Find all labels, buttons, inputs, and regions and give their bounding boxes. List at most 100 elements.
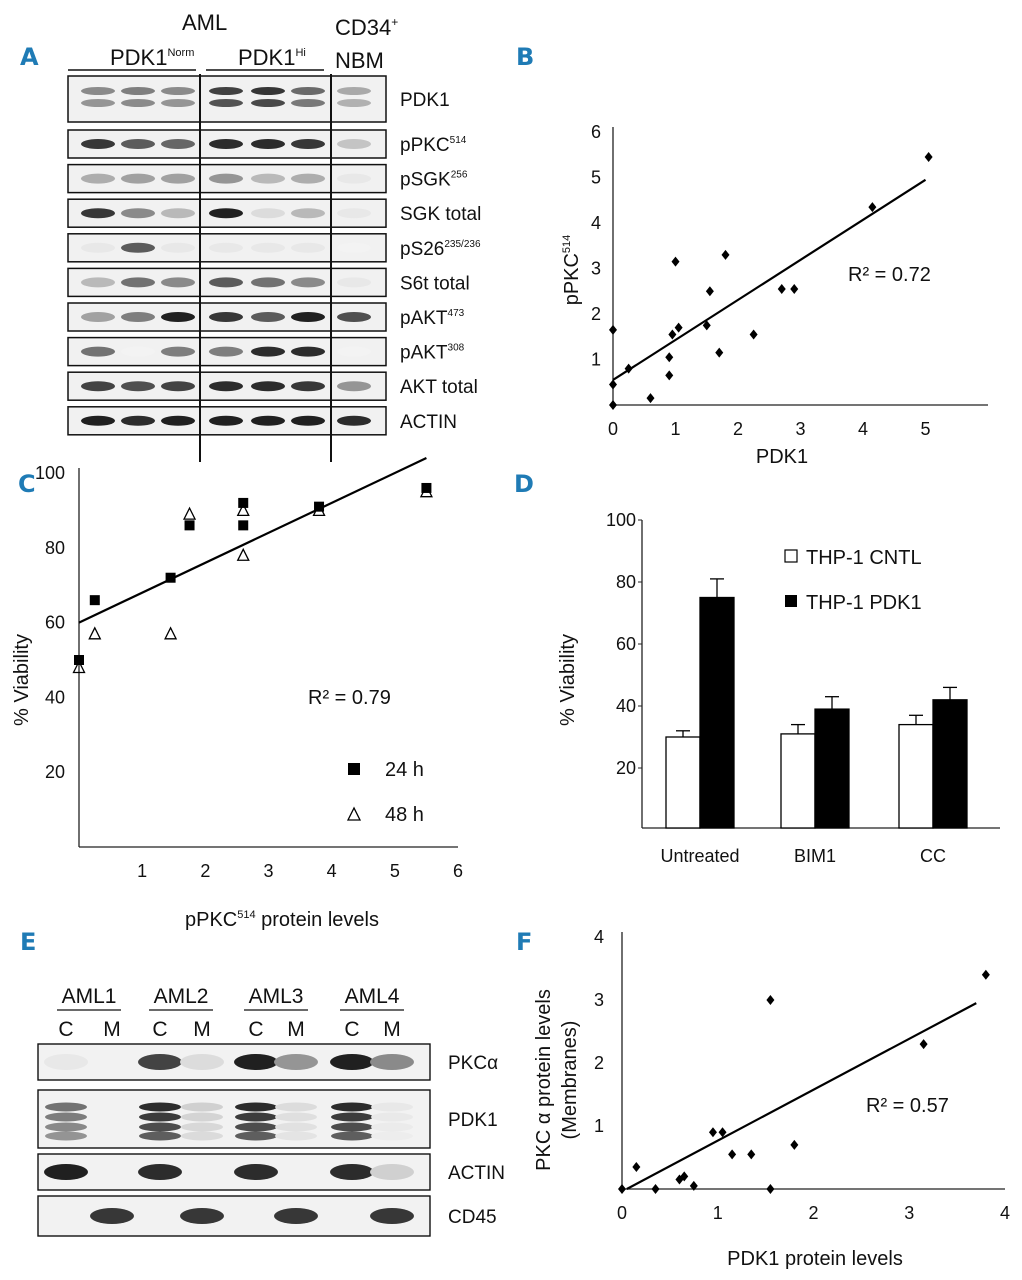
panel-e-western-blot: AML1 C M AML2 C M AML3 C M AML4 C M PKCα PDK1 ACTIN CD… [37,985,505,1237]
data-point [766,995,775,1005]
legend-pdk1-swatch [785,595,797,607]
data-point [646,393,655,404]
band-label-sup: 308 [448,343,465,354]
blot-band [234,1164,278,1180]
blot-band [121,312,155,322]
data-point-48h [88,626,102,640]
chart-f-marks [618,969,990,1194]
blot-band [251,415,285,426]
blot-e-headers: AML1 C M AML2 C M AML3 C M AML4 C M [57,985,404,1041]
blot-band [291,139,325,149]
y-tick-label: 6 [591,122,601,142]
blot-band [121,346,155,357]
x-tick-label: 5 [390,861,400,881]
blot-band [121,415,155,426]
blot-band [81,242,115,253]
blot-band [121,277,155,288]
data-point [689,1180,698,1191]
data-point [671,256,680,267]
chart-c-r2-annotation: R² = 0.79 [308,687,391,709]
blot-band [331,1122,373,1132]
data-point-24h [74,655,84,665]
blot-band [45,1122,87,1132]
blot-e-sample-label: AML4 [345,985,400,1008]
x-tick-label: 0 [617,1203,627,1223]
chart-b-y-label: pPKC514 [561,235,583,306]
blot-e-fraction-label: M [383,1018,401,1041]
x-tick-label: 4 [858,419,868,439]
blot-band [251,277,285,288]
band-label-name: pPKC [400,135,450,156]
panel-a-western-blot: AML PDK1Norm PDK1Hi CD34+ NBM PDK1 pPKC51… [67,10,481,462]
chart-f-pkca-vs-pdk1: 0 1 2 3 4 1 2 3 4 PDK1 protein levels PKC α prot… [533,927,1010,1270]
blot-e-band-label: PDK1 [448,1110,498,1131]
blot-e-fraction-label: M [287,1018,305,1041]
y-tick-label: 4 [594,927,604,947]
blot-band [331,1131,373,1141]
band-pdk1-upper [251,87,285,95]
blot-e-band-label: PKCα [448,1053,498,1074]
panel-letter-c: C [18,470,36,498]
blot-band [181,1131,223,1141]
band-pdk1-lower [337,99,371,107]
blot-band [275,1131,317,1141]
data-point [708,1127,717,1138]
y-tick-label: 40 [45,687,65,707]
blot-e-fraction-label: C [344,1018,359,1041]
data-point [728,1149,737,1160]
blot-band [180,1208,224,1224]
blot-band [251,242,285,253]
blot-e-fraction-label: M [103,1018,121,1041]
blot-band [275,1122,317,1132]
data-point [624,363,633,374]
chart-c-y-label: % Viability [11,634,33,726]
blot-band [251,381,285,392]
y-tick-label: 5 [591,168,601,188]
blot-band [209,381,243,392]
data-point-24h [238,497,249,508]
y-tick-label: 1 [591,350,601,370]
x-tick-label: 3 [263,861,273,881]
x-category-label: Untreated [660,846,739,866]
data-point [618,1184,626,1194]
blot-e-sample-label: AML1 [62,985,117,1008]
blot-a-strips: PDK1 pPKC514 pSGK256 SGK total pS26235/236 S6… [67,75,481,436]
legend-cntl-swatch [784,549,798,563]
x-tick-label: 2 [733,419,743,439]
blot-band [337,312,371,322]
data-point-48h [182,506,197,520]
data-point [674,322,683,333]
data-point [665,352,674,363]
blot-band [209,208,243,219]
data-point-48h [164,626,178,640]
x-tick-label: 4 [327,861,337,881]
bar-cntl [898,723,934,829]
blot-e-fraction-label: C [152,1018,167,1041]
blot-band [274,1054,318,1070]
blot-e-fraction-label: M [193,1018,211,1041]
blot-a-band-label: pSGK256 [400,170,468,191]
panel-letter-a: A [20,43,39,71]
blot-band [337,139,371,149]
data-point [766,1184,775,1194]
band-pdk1-upper [121,87,155,95]
blot-band [235,1102,277,1112]
blot-band [291,312,325,322]
bar-pdk1 [814,708,850,829]
x-tick-label: 4 [1000,1203,1010,1223]
legend-pdk1-label: THP-1 PDK1 [806,592,922,614]
trend-line [78,457,427,624]
blot-band [337,381,371,392]
x-tick-label: 3 [795,419,805,439]
y-tick-label: 40 [616,696,636,716]
data-point [981,969,990,980]
blot-band [275,1102,317,1112]
blot-band [209,242,243,253]
data-point [651,1184,660,1194]
blot-band [291,277,325,288]
bar-cntl [780,733,816,829]
data-point [721,249,730,260]
data-point [749,329,758,340]
